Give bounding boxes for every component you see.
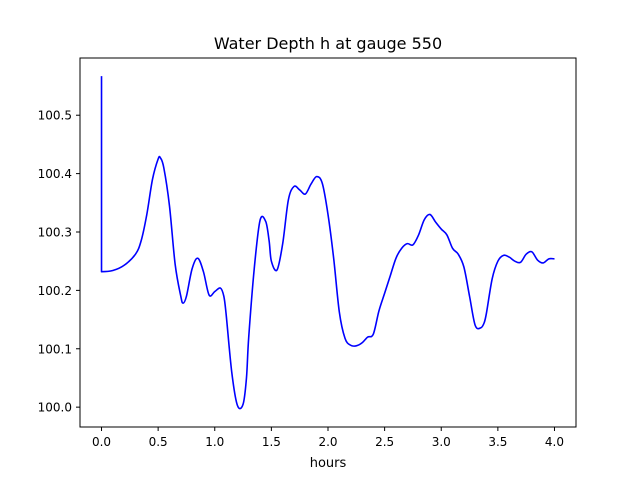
y-tick-label: 100.2 [38,284,72,298]
axes-frame [79,57,577,428]
y-tick-label: 100.3 [38,225,72,239]
chart-title: Water Depth h at gauge 550 [214,34,442,53]
axis-ticks: 0.0 0.5 1.0 1.5 2.0 2.5 3.0 3.5 4.0 100.0 100.1 100… [38,109,564,449]
x-tick-label: 4.0 [545,435,564,449]
x-tick-label: 3.5 [488,435,507,449]
x-tick-label: 0.0 [92,435,111,449]
x-tick-label: 1.5 [262,435,281,449]
plot-area [100,75,555,410]
x-tick-label: 2.0 [318,435,337,449]
x-axis-label: hours [310,456,347,471]
x-tick-label: 3.0 [432,435,451,449]
y-tick-label: 100.5 [38,109,72,123]
x-tick-label: 1.0 [205,435,224,449]
y-tick-label: 100.1 [38,342,72,356]
y-tick-label: 100.4 [38,167,72,181]
series-line [100,75,555,410]
x-tick-label: 2.5 [375,435,394,449]
x-tick-label: 0.5 [149,435,168,449]
y-tick-label: 100.0 [38,401,72,415]
